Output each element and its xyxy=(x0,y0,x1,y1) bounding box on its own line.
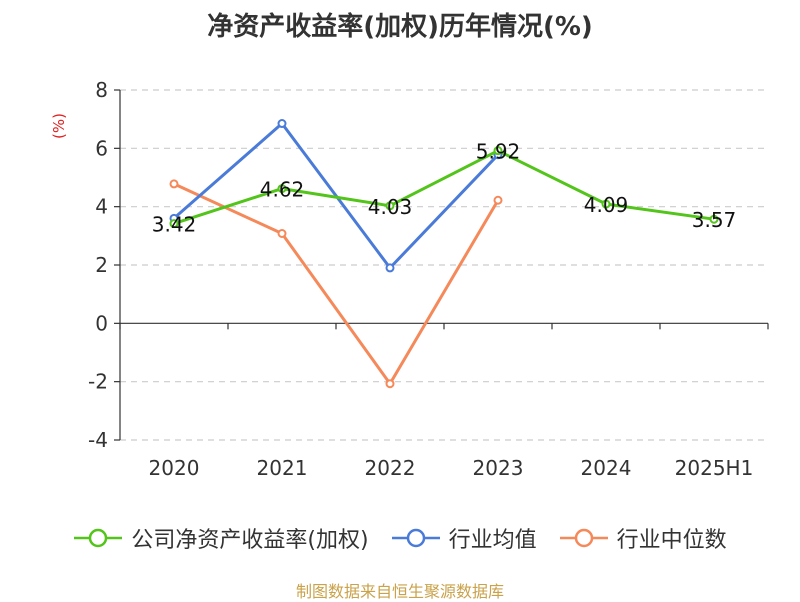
series-line-2 xyxy=(173,182,500,386)
y-axis-label: (%) xyxy=(50,113,68,139)
footer-source: 制图数据来自恒生聚源数据库 xyxy=(295,582,504,601)
legend-item-1[interactable]: 行业均值 xyxy=(391,522,537,554)
y-tick-labels: -4 -2 0 2 4 6 8 xyxy=(88,78,108,452)
x-tick-label: 2022 xyxy=(365,456,416,480)
axes xyxy=(114,89,769,441)
y-tick-label: 2 xyxy=(95,253,108,277)
data-labels: 3.42 4.62 4.03 5.92 4.09 3.57 xyxy=(152,140,737,237)
legend-marker-icon xyxy=(559,528,608,548)
x-tick-label: 2024 xyxy=(581,456,632,480)
data-point xyxy=(709,214,719,224)
chart-title: 净资产收益率(加权)历年情况(%) xyxy=(207,12,593,42)
data-label: 4.03 xyxy=(368,195,413,219)
y-tick-label: 6 xyxy=(95,136,108,160)
x-tick-label: 2021 xyxy=(257,456,308,480)
legend-label: 行业中位数 xyxy=(616,528,727,553)
data-label: 3.57 xyxy=(692,208,737,232)
y-tick-label: 0 xyxy=(95,311,108,335)
data-point xyxy=(601,199,611,209)
data-point xyxy=(277,184,287,194)
data-point xyxy=(277,229,287,238)
y-tick-label: -4 xyxy=(88,428,108,452)
legend-label: 行业均值 xyxy=(448,528,537,553)
data-point xyxy=(385,379,395,389)
x-tick-label: 2025H1 xyxy=(675,456,754,480)
legend-item-0[interactable]: 公司净资产收益率(加权) xyxy=(73,522,369,554)
legend-marker-icon xyxy=(391,528,440,548)
data-label: 4.62 xyxy=(260,178,305,202)
series-group xyxy=(169,119,719,389)
y-tick-label: -2 xyxy=(88,370,108,394)
legend-label: 公司净资产收益率(加权) xyxy=(131,528,369,553)
legend-item-2[interactable]: 行业中位数 xyxy=(559,522,727,554)
data-point xyxy=(169,219,179,229)
x-tick-label: 2023 xyxy=(473,456,524,480)
data-point xyxy=(493,195,503,205)
data-label: 4.09 xyxy=(584,193,629,217)
line-chart: -4 -2 0 2 4 6 8 2020 2021 2022 2023 2024 2025H1 (%)… xyxy=(50,78,769,480)
y-tick-label: 8 xyxy=(95,78,108,102)
legend-marker-icon xyxy=(74,528,123,548)
x-tick-label: 2020 xyxy=(149,456,200,480)
data-point xyxy=(385,201,395,211)
data-label: 5.92 xyxy=(476,140,521,164)
y-tick-label: 4 xyxy=(95,195,108,219)
x-tick-labels: 2020 2021 2022 2023 2024 2025H1 xyxy=(149,456,754,480)
data-point xyxy=(385,263,395,273)
series-line-0 xyxy=(173,149,715,226)
data-point xyxy=(169,179,179,189)
legend: 公司净资产收益率(加权) 行业均值 行业中位数 xyxy=(0,520,800,556)
data-point xyxy=(277,119,287,129)
grid-lines xyxy=(120,89,768,441)
data-label: 3.42 xyxy=(152,213,197,237)
data-point xyxy=(493,146,503,156)
